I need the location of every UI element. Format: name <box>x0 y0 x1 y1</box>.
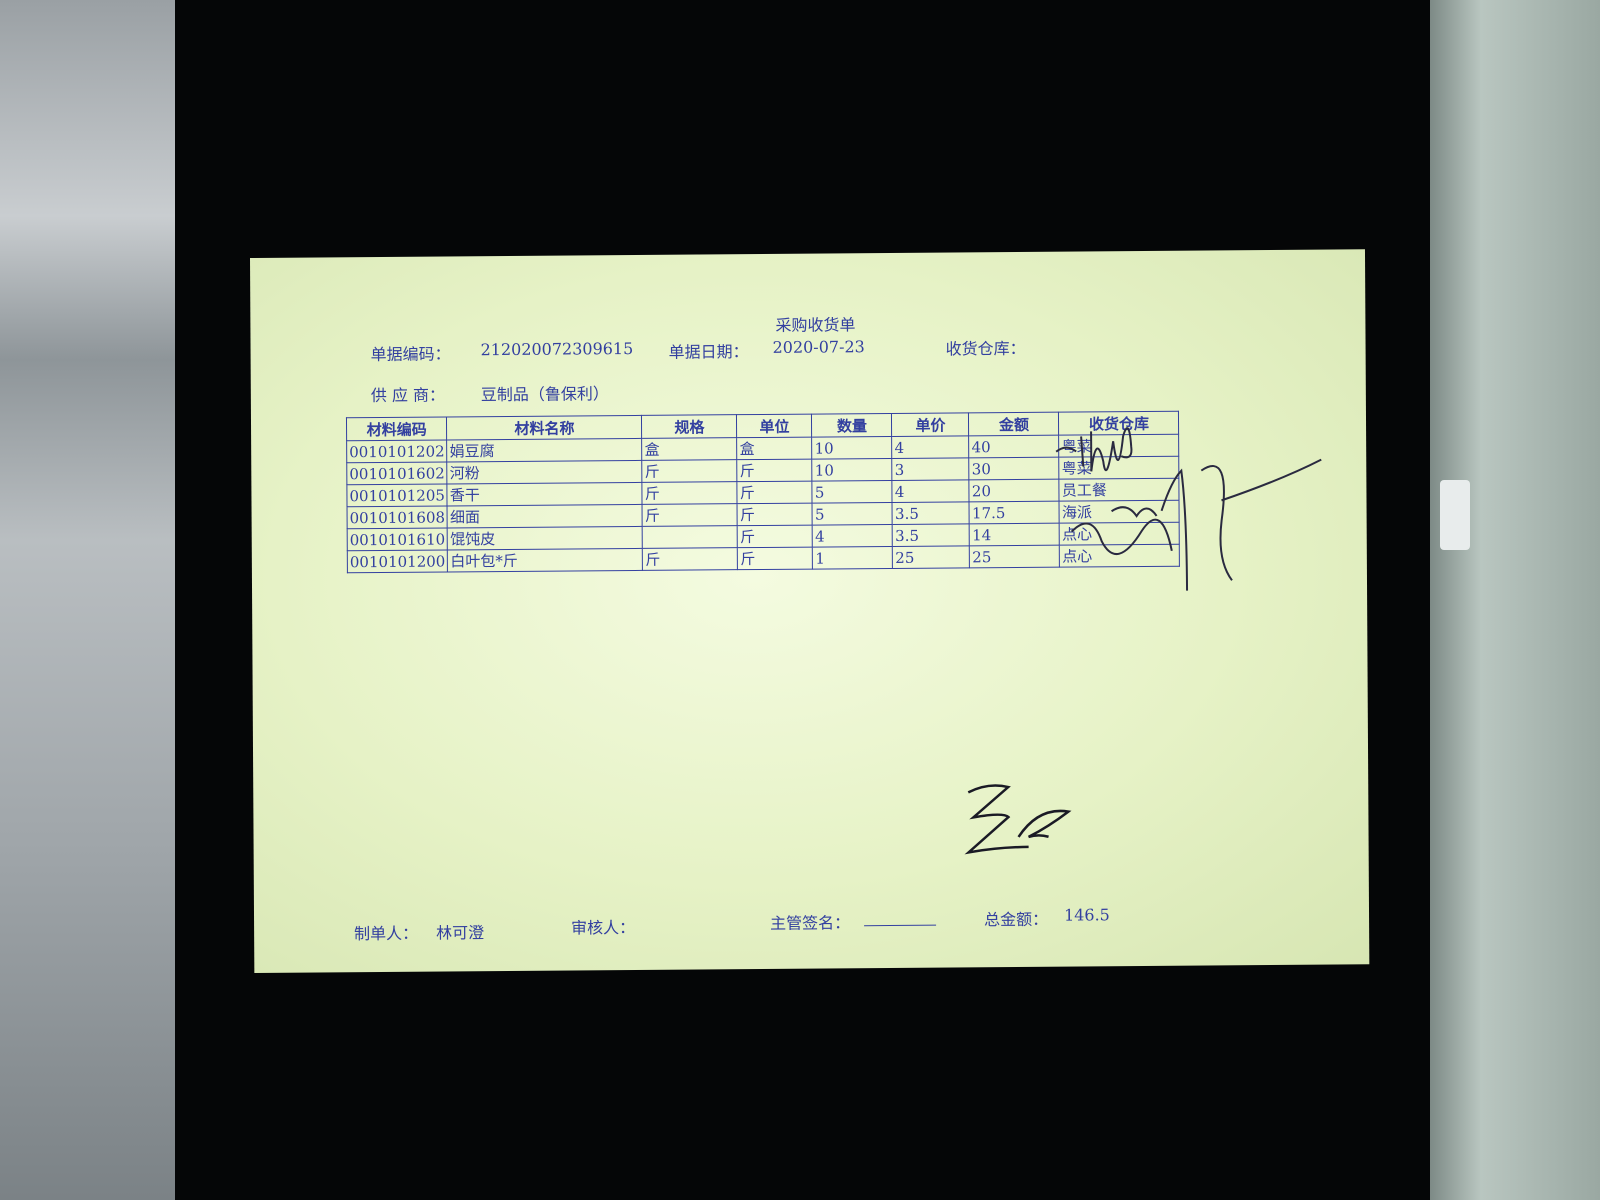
table-cell: 白叶包*斤 <box>447 548 643 572</box>
table-cell: 1 <box>812 546 893 570</box>
date: 2020-07-23 <box>772 337 865 357</box>
table-cell: 20 <box>969 479 1060 502</box>
column-header: 规格 <box>641 414 738 439</box>
supervisor-signature-line <box>864 924 937 927</box>
doc-no-label: 单据编码： <box>370 344 451 365</box>
table-cell: 香干 <box>447 482 643 506</box>
table-cell: 0010101200 <box>347 549 448 573</box>
table-cell: 馄饨皮 <box>447 526 643 550</box>
doc-no: 212020072309615 <box>480 338 634 360</box>
table-cell: 25 <box>969 545 1060 568</box>
table-cell: 盒 <box>737 437 813 460</box>
supplier-label: 供 应 商： <box>370 385 446 406</box>
table-cell: 斤 <box>642 481 738 505</box>
table-cell: 30 <box>969 457 1060 480</box>
column-header: 金额 <box>968 412 1060 436</box>
column-header: 数量 <box>811 413 893 438</box>
column-header: 单价 <box>891 412 970 437</box>
table-cell: 4 <box>892 435 970 459</box>
total-label: 总金额： <box>983 909 1049 930</box>
handwritten-signatures-table <box>1055 427 1322 591</box>
table-cell: 17.5 <box>969 501 1060 524</box>
table-cell: 斤 <box>737 481 813 504</box>
table-cell: 河粉 <box>447 460 643 484</box>
supplier: 豆制品（鲁保利） <box>480 384 609 405</box>
table-cell: 3.5 <box>892 501 970 525</box>
date-label: 单据日期： <box>668 342 749 362</box>
table-cell: 斤 <box>642 503 738 527</box>
document-title: 采购收货单 <box>775 315 856 335</box>
table-cell: 盒 <box>642 437 738 461</box>
table-cell: 0010101610 <box>347 527 448 551</box>
reviewer-label: 审核人： <box>571 917 636 938</box>
table-cell: 0010101205 <box>346 483 448 507</box>
table-cell: 斤 <box>737 525 813 548</box>
table-cell: 5 <box>812 480 893 504</box>
column-header: 单位 <box>736 414 813 438</box>
usb-cable <box>1440 480 1470 550</box>
table-cell: 斤 <box>642 547 738 571</box>
table-cell: 斤 <box>642 459 738 483</box>
column-header: 材料编码 <box>346 416 448 441</box>
table-cell: 0010101602 <box>346 461 448 485</box>
maker-label: 制单人： <box>354 923 419 944</box>
supervisor-label: 主管签名： <box>770 913 851 933</box>
table-cell: 3.5 <box>892 523 970 547</box>
table-cell <box>642 525 738 549</box>
table-cell: 40 <box>969 435 1060 458</box>
table-cell: 4 <box>812 524 893 548</box>
table-cell: 14 <box>969 523 1060 546</box>
table-cell: 斤 <box>737 503 813 526</box>
table-cell: 25 <box>892 545 970 569</box>
table-cell: 斤 <box>737 459 813 482</box>
table-cell: 4 <box>892 479 970 503</box>
table-cell: 斤 <box>737 547 813 570</box>
handwritten-signature-bottom <box>964 784 1072 855</box>
receipt-paper: 采购收货单 单据编码： 212020072309615 单据日期： 2020-0… <box>250 249 1370 973</box>
background-right <box>1430 0 1600 1200</box>
column-header: 材料名称 <box>446 415 643 440</box>
table-cell: 3 <box>892 457 970 481</box>
table-cell: 10 <box>812 436 893 460</box>
table-cell: 娟豆腐 <box>447 438 643 462</box>
table-cell: 5 <box>812 502 893 526</box>
table-cell: 0010101202 <box>346 439 448 463</box>
total-amount: 146.5 <box>1063 905 1110 925</box>
table-cell: 10 <box>812 458 893 482</box>
maker: 林可澄 <box>436 923 485 943</box>
table-cell: 0010101608 <box>347 505 448 529</box>
background-left <box>0 0 175 1200</box>
warehouse-label: 收货仓库： <box>945 338 1026 359</box>
table-cell: 细面 <box>447 504 643 528</box>
